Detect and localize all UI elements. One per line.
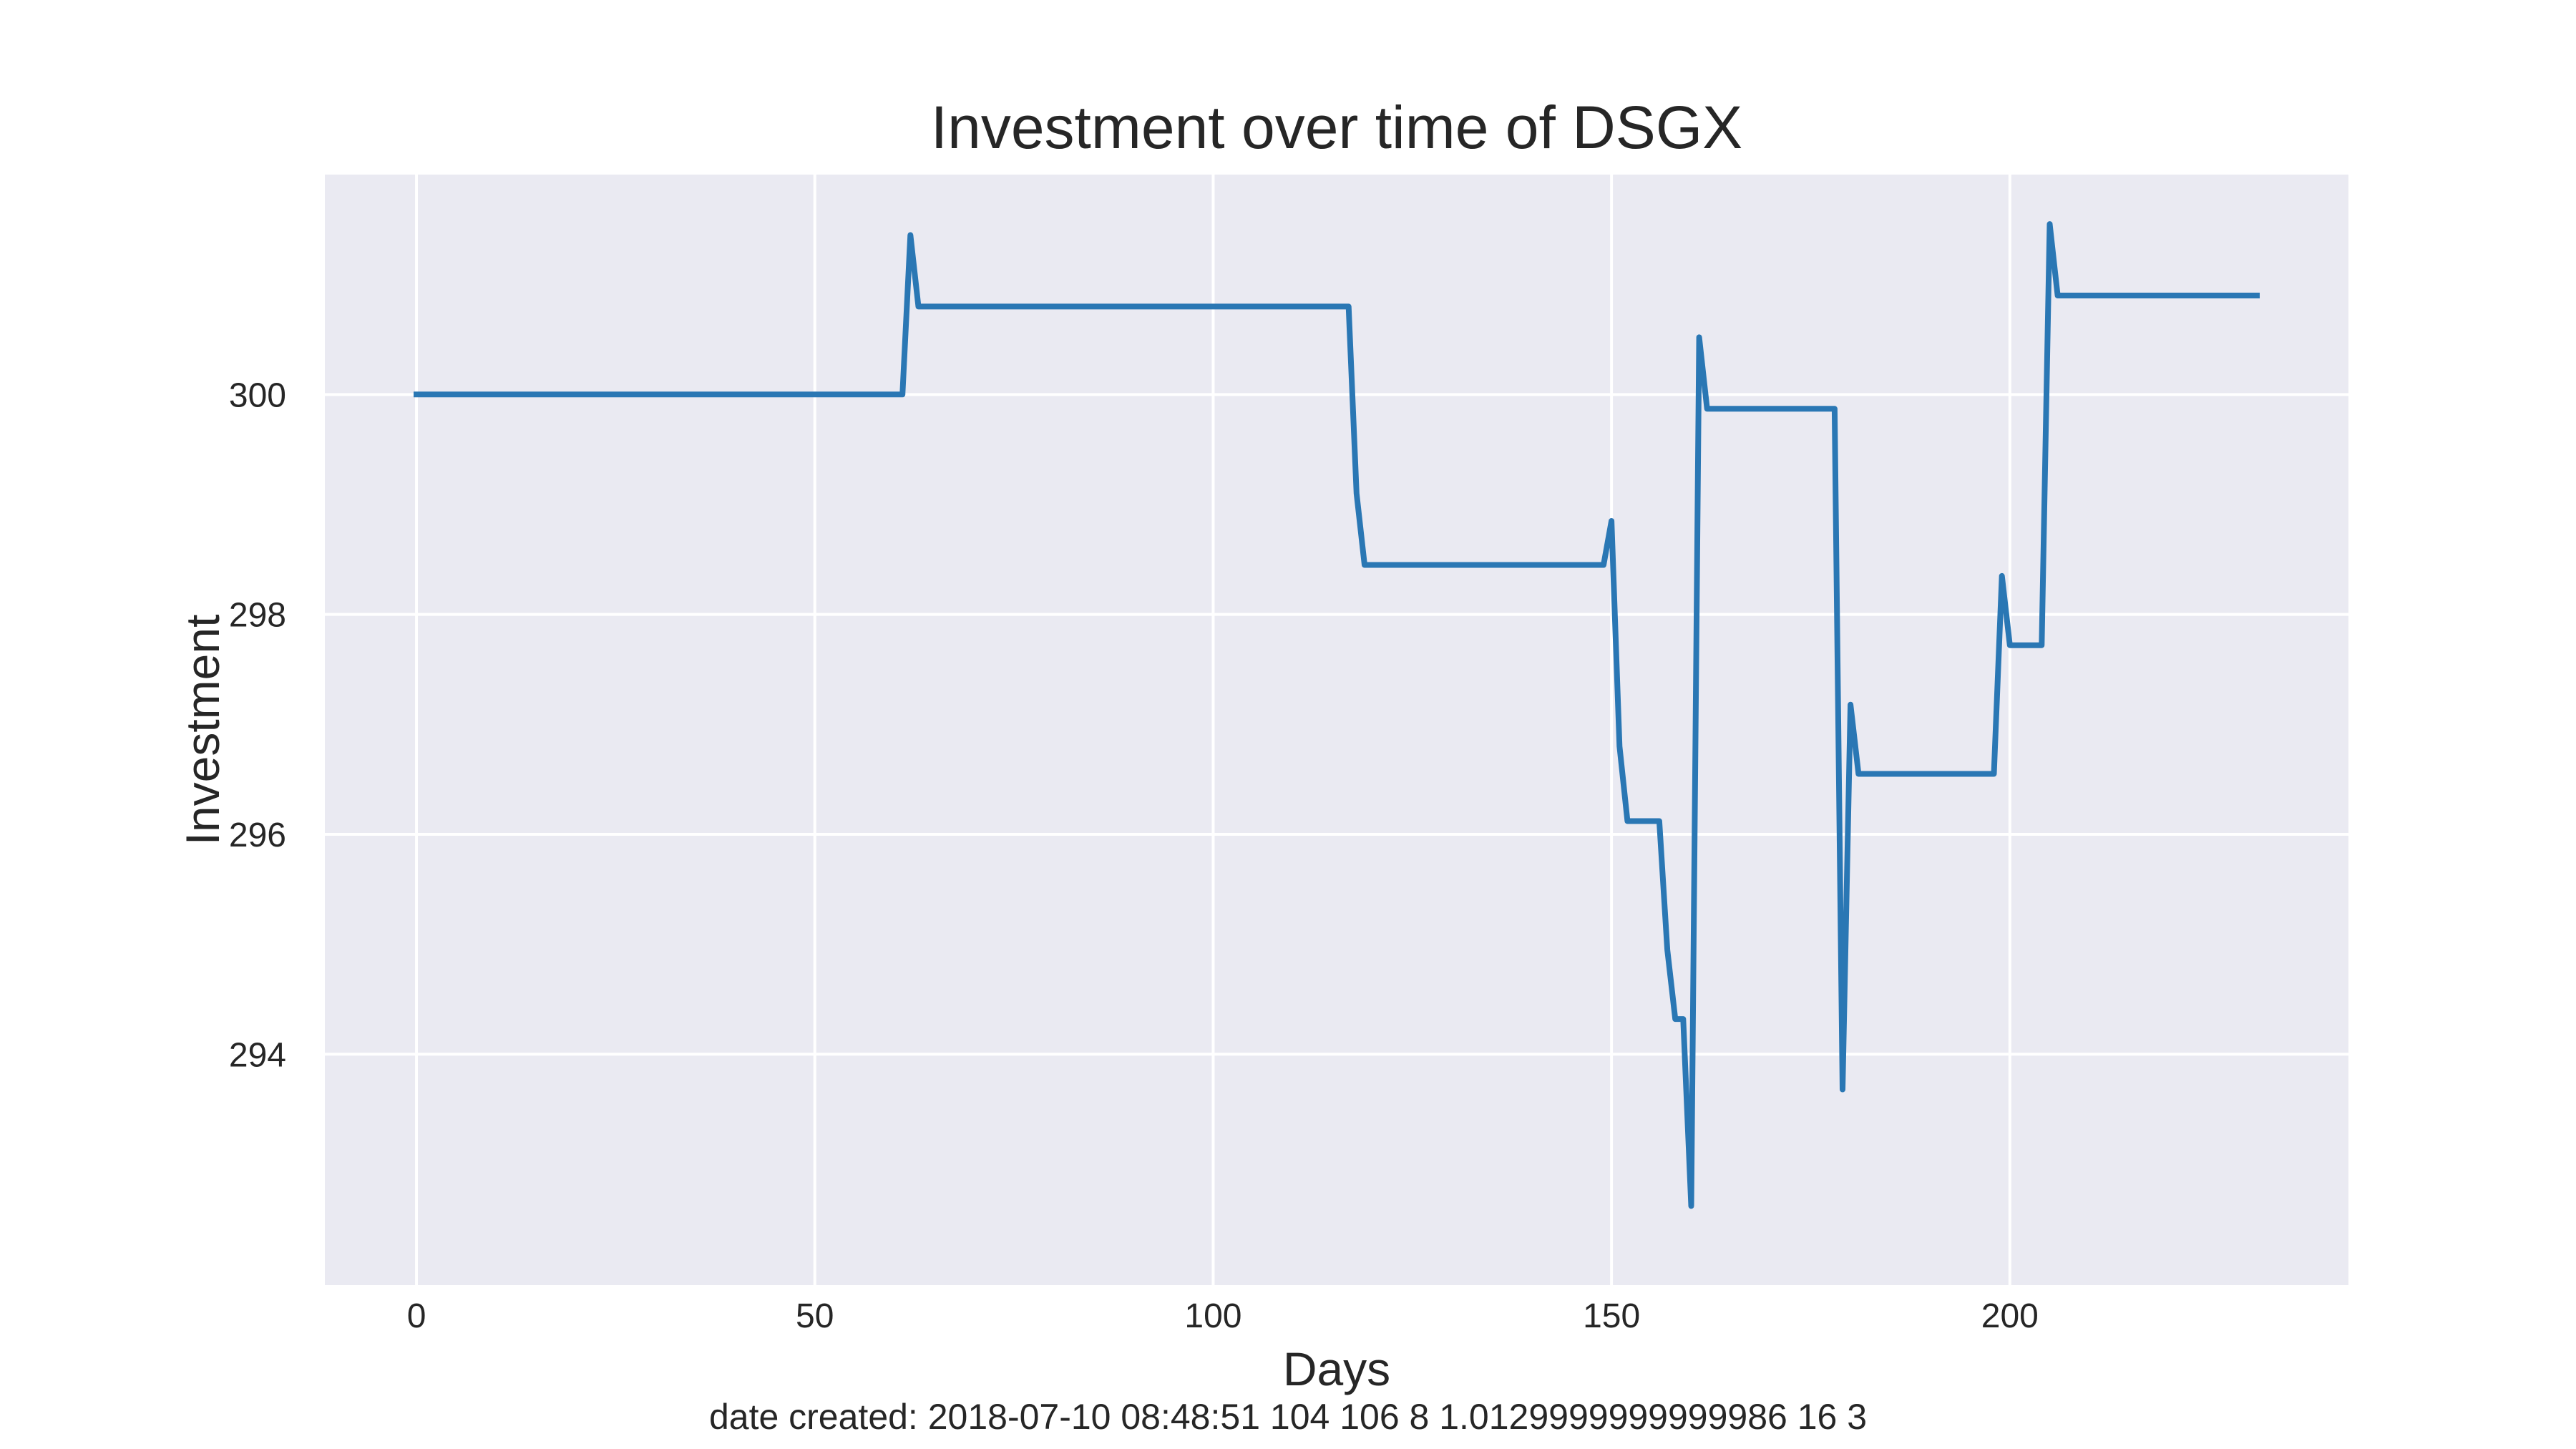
y-axis-label: Investment [176, 615, 229, 846]
footer-note: date created: 2018-07-10 08:48:51 104 10… [708, 1397, 1868, 1437]
x-axis-label: Days [1283, 1342, 1390, 1395]
x-tick-label: 100 [1184, 1297, 1241, 1335]
series-line-0 [414, 221, 2260, 1209]
x-tick-label: 150 [1583, 1297, 1640, 1335]
y-tick-label: 296 [229, 816, 286, 854]
x-tick-label: 200 [1981, 1297, 2039, 1335]
series-layer [414, 221, 2260, 1209]
x-tick-label: 0 [407, 1297, 426, 1335]
y-tick-label: 298 [229, 597, 286, 635]
tick-labels: 0 50 100 150 200 294 296 298 300 [229, 376, 2039, 1335]
grid-lines [325, 175, 2348, 1285]
x-tick-label: 50 [796, 1297, 834, 1335]
y-tick-label: 300 [229, 376, 286, 414]
chart-title: Investment over time of DSGX [930, 94, 1743, 161]
y-tick-label: 294 [229, 1036, 286, 1074]
